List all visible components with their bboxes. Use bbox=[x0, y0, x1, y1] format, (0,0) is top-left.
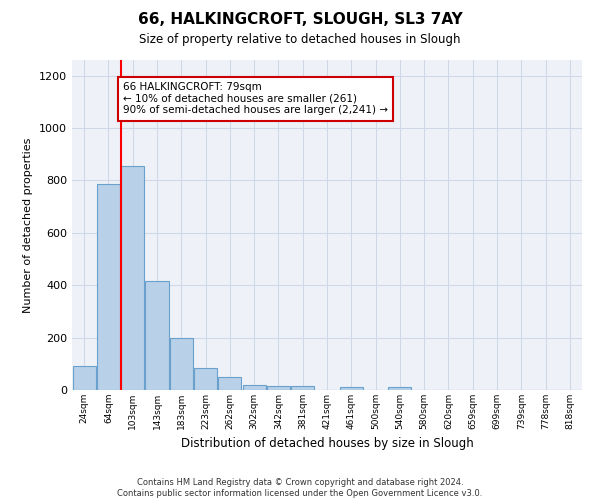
Bar bbox=[242, 385, 266, 390]
Bar bbox=[194, 368, 217, 390]
Text: Size of property relative to detached houses in Slough: Size of property relative to detached ho… bbox=[139, 32, 461, 46]
X-axis label: Distribution of detached houses by size in Slough: Distribution of detached houses by size … bbox=[181, 438, 473, 450]
Bar bbox=[145, 282, 169, 390]
Bar bbox=[170, 338, 193, 390]
Bar bbox=[267, 386, 290, 390]
Bar bbox=[291, 386, 314, 390]
Bar bbox=[97, 184, 120, 390]
Bar bbox=[340, 387, 363, 390]
Bar bbox=[388, 387, 412, 390]
Bar bbox=[121, 166, 144, 390]
Text: Contains HM Land Registry data © Crown copyright and database right 2024.
Contai: Contains HM Land Registry data © Crown c… bbox=[118, 478, 482, 498]
Text: 66 HALKINGCROFT: 79sqm
← 10% of detached houses are smaller (261)
90% of semi-de: 66 HALKINGCROFT: 79sqm ← 10% of detached… bbox=[123, 82, 388, 116]
Bar bbox=[218, 377, 241, 390]
Y-axis label: Number of detached properties: Number of detached properties bbox=[23, 138, 34, 312]
Text: 66, HALKINGCROFT, SLOUGH, SL3 7AY: 66, HALKINGCROFT, SLOUGH, SL3 7AY bbox=[137, 12, 463, 28]
Bar bbox=[73, 366, 95, 390]
